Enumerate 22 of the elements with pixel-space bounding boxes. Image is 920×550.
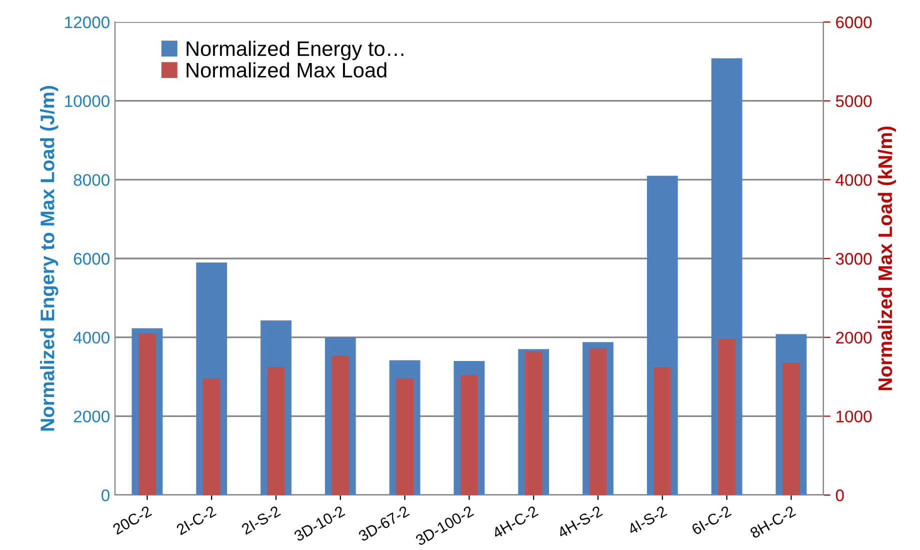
bar bbox=[654, 367, 672, 495]
bar bbox=[718, 338, 736, 495]
y2-tick-label: 2000 bbox=[836, 332, 872, 344]
y-tick-label: 0 bbox=[102, 489, 110, 502]
y2-tick-label: 3000 bbox=[836, 252, 872, 265]
y2-tick-label: 1000 bbox=[836, 410, 872, 422]
y2-tick-label: 6000 bbox=[836, 16, 872, 28]
y-tick-label: 2000 bbox=[74, 410, 110, 422]
y-tick-label: 6000 bbox=[74, 252, 110, 265]
legend-label: Normalized Max Load bbox=[186, 62, 386, 78]
y2-tick-label: 5000 bbox=[836, 95, 872, 108]
y-tick-label: 8000 bbox=[74, 174, 110, 186]
legend-label: Normalized Energy to… bbox=[186, 40, 404, 60]
y2-tick-label: 0 bbox=[836, 489, 844, 502]
bar bbox=[202, 378, 220, 495]
y-tick-label: 4000 bbox=[73, 332, 110, 344]
y-tick-label: 12000 bbox=[65, 16, 110, 28]
y-axis-title: Normalized Engery to Max Load (J/m) bbox=[40, 86, 58, 431]
bar bbox=[267, 367, 285, 495]
y2-tick-label: 4000 bbox=[836, 174, 872, 186]
y2-axis-title: Normalized Max Load (kN/m) bbox=[878, 126, 896, 390]
y-tick-label: 10000 bbox=[65, 95, 110, 108]
